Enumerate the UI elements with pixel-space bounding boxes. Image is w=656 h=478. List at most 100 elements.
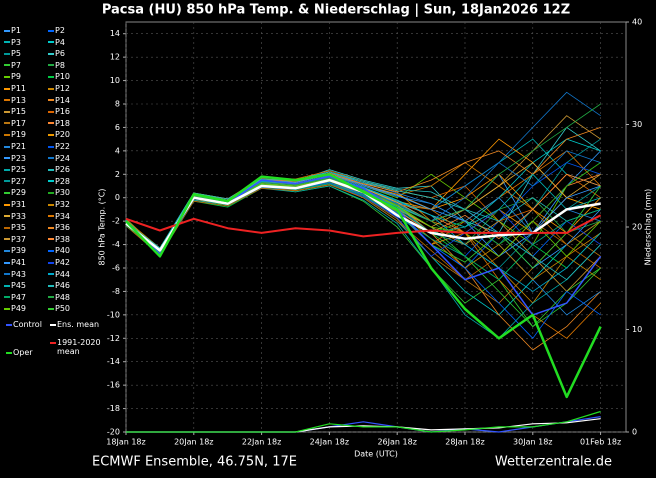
y-tick-label: -16 [107, 381, 120, 390]
legend-label: P50 [55, 304, 71, 314]
legend-swatch [48, 87, 54, 90]
legend-swatch [4, 52, 10, 55]
legend-entry: 1991-2020 mean [50, 338, 105, 356]
footer-site: Wetterzentrale.de [495, 455, 612, 470]
y-tick-label: -12 [107, 334, 120, 343]
legend-swatch [4, 215, 10, 218]
legend-entry: P12 [48, 84, 70, 93]
legend-label: P6 [55, 49, 65, 59]
legend-entry: P42 [48, 258, 70, 267]
y2-tick-label: 40 [632, 18, 642, 27]
legend-entry: P29 [4, 188, 26, 197]
y-tick-label: 12 [110, 53, 120, 62]
legend-swatch [48, 145, 54, 148]
legend-entry: P5 [4, 49, 21, 58]
legend-label: P38 [55, 234, 71, 244]
legend-swatch [48, 64, 54, 67]
legend-entry: P28 [48, 177, 70, 186]
temp-line [125, 214, 602, 238]
legend-label: P23 [11, 153, 27, 163]
legend-entry: P50 [48, 304, 70, 313]
x-tick-label: 01Feb 18z [580, 438, 621, 447]
legend-swatch [4, 29, 10, 32]
legend-entry: P6 [48, 49, 65, 58]
legend-label: P34 [55, 211, 71, 221]
y-tick-label: 4 [115, 146, 120, 155]
legend-label: Control [13, 320, 42, 329]
legend-swatch [48, 273, 54, 276]
legend-entry: P10 [48, 72, 70, 81]
legend-entry: P8 [48, 61, 65, 70]
legend-label: P19 [11, 130, 27, 140]
legend-entry: P3 [4, 38, 21, 47]
legend-swatch [4, 261, 10, 264]
legend-label: P5 [11, 49, 21, 59]
legend-label: P27 [11, 176, 27, 186]
legend-entry: P17 [4, 119, 26, 128]
legend-entry: P21 [4, 142, 26, 151]
legend-entry: P20 [48, 130, 70, 139]
y-tick-label: -6 [112, 264, 120, 273]
y2-tick-label: 20 [632, 223, 642, 232]
legend-entry: P18 [48, 119, 70, 128]
legend-swatch [4, 238, 10, 241]
legend-label: P32 [55, 200, 71, 209]
legend-label: P33 [11, 211, 27, 221]
temp-line [125, 173, 602, 399]
legend-entry: Oper [6, 348, 33, 357]
legend-swatch [50, 341, 56, 344]
legend-swatch [48, 203, 54, 206]
legend-label: P39 [11, 246, 27, 256]
legend-label: P44 [55, 269, 71, 279]
legend-label: P9 [11, 72, 21, 82]
legend-label: P15 [11, 107, 27, 117]
legend-swatch [48, 249, 54, 252]
legend-swatch [4, 75, 10, 78]
legend-swatch [48, 261, 54, 264]
legend-swatch [48, 110, 54, 113]
legend-swatch [4, 307, 10, 310]
x-tick-label: 24Jan 18z [310, 438, 349, 447]
legend-label: P31 [11, 200, 27, 209]
y-tick-label: 0 [115, 193, 120, 202]
legend-entry: P13 [4, 96, 26, 105]
legend-label: P28 [55, 176, 71, 186]
legend-swatch [48, 41, 54, 44]
legend-label: P37 [11, 234, 27, 244]
legend-entry: P19 [4, 130, 26, 139]
legend-label: P26 [55, 165, 71, 175]
legend-swatch [4, 226, 10, 229]
legend-label: P30 [55, 188, 71, 198]
legend-swatch [4, 122, 10, 125]
y-tick-label: 6 [115, 123, 120, 132]
legend-label: P13 [11, 95, 27, 105]
legend-entry: P41 [4, 258, 26, 267]
legend-entry: Ens. mean [50, 320, 99, 329]
temp-line [125, 171, 601, 281]
legend-entry: P2 [48, 26, 65, 35]
legend-label: P40 [55, 246, 71, 256]
legend-swatch [48, 307, 54, 310]
legend-label: P41 [11, 258, 27, 267]
y-axis-label: 850 hPa Temp. (°C) [98, 188, 107, 265]
y-tick-label: -14 [107, 357, 120, 366]
legend-label: P43 [11, 269, 27, 279]
legend-swatch [4, 203, 10, 206]
legend-entry: P31 [4, 200, 26, 209]
legend-label: P2 [55, 26, 65, 35]
legend-label: P8 [55, 60, 65, 70]
legend-label: P17 [11, 118, 27, 128]
legend-swatch [4, 284, 10, 287]
y2-axis-label: Niederschlag (mm) [644, 189, 653, 266]
legend-entry: P40 [48, 246, 70, 255]
legend-swatch [48, 296, 54, 299]
legend-swatch [48, 133, 54, 136]
legend-swatch [4, 99, 10, 102]
legend-label: P12 [55, 84, 71, 93]
y-tick-label: 10 [110, 76, 120, 85]
legend-entry: P26 [48, 165, 70, 174]
legend-swatch [48, 99, 54, 102]
legend-label: P18 [55, 118, 71, 128]
legend-swatch [4, 180, 10, 183]
